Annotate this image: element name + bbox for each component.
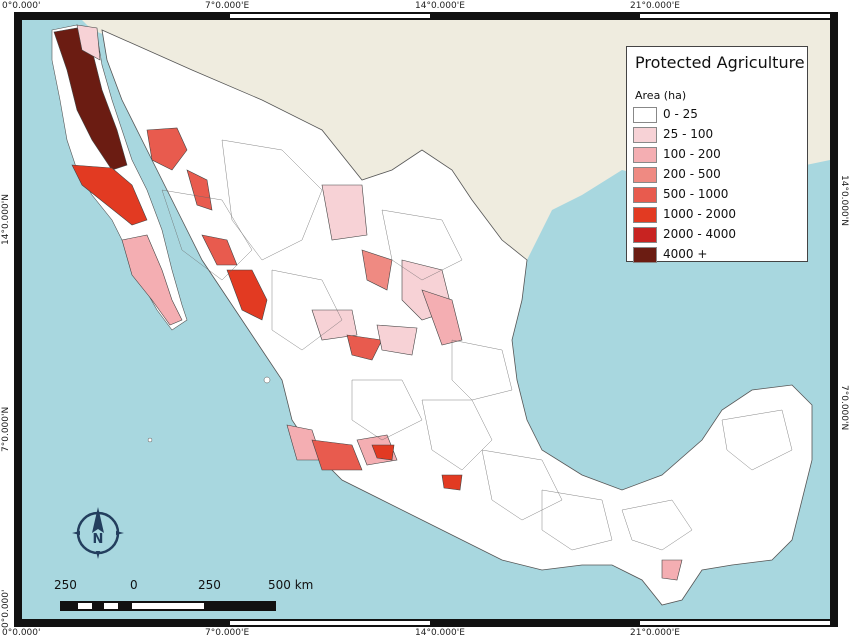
frame-bottom-segment <box>640 621 830 625</box>
coord-label: 0°0.000' <box>2 1 41 11</box>
legend-swatch <box>633 167 657 183</box>
legend-swatch <box>633 127 657 143</box>
region-25-100 <box>376 324 418 356</box>
map-legend: Protected Agriculture Area (ha) 0 - 25 2… <box>626 46 808 263</box>
legend-swatch <box>633 107 657 123</box>
municipal-boundaries <box>161 139 793 551</box>
coord-label: 14°0.000'N <box>839 175 849 226</box>
coord-label: 7°0.000'N <box>1 406 11 452</box>
coord-label: 7°0.000'E <box>205 1 250 11</box>
coord-label: 14°0.000'E <box>415 1 465 11</box>
frame-left-bar <box>14 12 22 627</box>
legend-label: 100 - 200 <box>663 147 721 161</box>
legend-label: 200 - 500 <box>663 167 721 181</box>
region-500-1000 <box>311 439 363 471</box>
scale-label: 0 <box>130 578 138 592</box>
coord-label: 7°0.000'N <box>839 385 849 431</box>
frame-right-bar <box>830 12 838 627</box>
legend-label: 25 - 100 <box>663 127 714 141</box>
coord-label: 14°0.000'N <box>1 194 11 245</box>
region-500-1000 <box>346 334 383 361</box>
mainland-mexico <box>101 29 813 606</box>
legend-swatch <box>633 227 657 243</box>
coord-label: 21°0.000'E <box>630 628 680 638</box>
legend-swatch <box>633 247 657 263</box>
legend-label: 0 - 25 <box>663 107 698 121</box>
coord-label: 14°0.000'E <box>415 628 465 638</box>
region-25-100 <box>76 24 101 61</box>
legend-label: 2000 - 4000 <box>663 227 737 241</box>
frame-top-segment <box>640 14 830 18</box>
legend-label: 500 - 1000 <box>663 187 729 201</box>
scale-label: 250 <box>198 578 221 592</box>
region-100-200 <box>661 559 683 581</box>
region-1000-2000 <box>441 474 463 491</box>
region-25-100 <box>311 309 358 341</box>
region-25-100 <box>321 184 368 241</box>
legend-label: 1000 - 2000 <box>663 207 737 221</box>
legend-label: 4000 + <box>663 247 708 261</box>
coord-label: 0°0.000' <box>2 628 41 638</box>
north-arrow-icon: N <box>72 507 124 559</box>
scale-label: 500 km <box>268 578 314 592</box>
legend-swatch <box>633 147 657 163</box>
coord-label: 21°0.000'E <box>630 1 680 11</box>
legend-title: Protected Agriculture <box>635 53 805 72</box>
legend-subtitle: Area (ha) <box>635 89 687 102</box>
scale-label: 250 <box>54 578 77 592</box>
region-1000-2000 <box>226 269 268 321</box>
frame-bottom-segment <box>230 621 430 625</box>
region-500-1000 <box>186 169 213 211</box>
region-200-500 <box>361 249 393 291</box>
region-500-1000 <box>146 127 188 171</box>
legend-swatch <box>633 207 657 223</box>
coord-label: 0°0.000' <box>1 589 11 628</box>
frame-top-segment <box>230 14 430 18</box>
coord-label: 7°0.000'E <box>205 628 250 638</box>
region-1000-2000 <box>71 164 148 226</box>
legend-swatch <box>633 187 657 203</box>
compass-letter: N <box>93 532 104 547</box>
region-1000-2000 <box>371 444 395 461</box>
scale-bar-graphic <box>60 601 276 611</box>
region-100-200 <box>421 289 463 346</box>
region-100-200 <box>121 234 183 326</box>
